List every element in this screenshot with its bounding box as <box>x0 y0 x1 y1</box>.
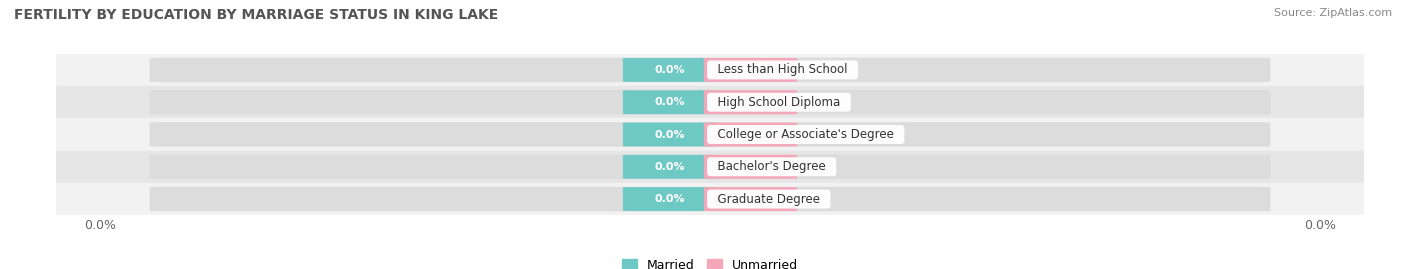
Bar <box>56 151 1364 183</box>
Text: 0.0%: 0.0% <box>654 65 685 75</box>
Legend: Married, Unmarried: Married, Unmarried <box>617 254 803 269</box>
Text: 0.0%: 0.0% <box>735 97 766 107</box>
Text: College or Associate's Degree: College or Associate's Degree <box>710 128 901 141</box>
Bar <box>56 54 1364 86</box>
Bar <box>56 86 1364 118</box>
Text: 0.0%: 0.0% <box>654 129 685 140</box>
FancyBboxPatch shape <box>149 122 1271 147</box>
Text: 0.0%: 0.0% <box>735 129 766 140</box>
Text: 0.0%: 0.0% <box>654 97 685 107</box>
FancyBboxPatch shape <box>704 123 797 146</box>
FancyBboxPatch shape <box>704 155 797 179</box>
FancyBboxPatch shape <box>623 123 716 146</box>
Text: 0.0%: 0.0% <box>735 194 766 204</box>
FancyBboxPatch shape <box>704 187 797 211</box>
FancyBboxPatch shape <box>704 58 797 82</box>
Text: 0.0%: 0.0% <box>654 194 685 204</box>
Text: Bachelor's Degree: Bachelor's Degree <box>710 160 834 173</box>
FancyBboxPatch shape <box>149 90 1271 115</box>
Bar <box>56 183 1364 215</box>
Text: 0.0%: 0.0% <box>735 162 766 172</box>
Text: 0.0%: 0.0% <box>735 65 766 75</box>
Text: Less than High School: Less than High School <box>710 63 855 76</box>
FancyBboxPatch shape <box>623 90 716 114</box>
Text: FERTILITY BY EDUCATION BY MARRIAGE STATUS IN KING LAKE: FERTILITY BY EDUCATION BY MARRIAGE STATU… <box>14 8 498 22</box>
FancyBboxPatch shape <box>623 58 716 82</box>
FancyBboxPatch shape <box>149 154 1271 179</box>
FancyBboxPatch shape <box>623 187 716 211</box>
FancyBboxPatch shape <box>623 155 716 179</box>
FancyBboxPatch shape <box>704 90 797 114</box>
Text: High School Diploma: High School Diploma <box>710 96 848 109</box>
Text: Source: ZipAtlas.com: Source: ZipAtlas.com <box>1274 8 1392 18</box>
FancyBboxPatch shape <box>149 58 1271 82</box>
FancyBboxPatch shape <box>149 187 1271 211</box>
Text: Graduate Degree: Graduate Degree <box>710 193 828 206</box>
Text: 0.0%: 0.0% <box>654 162 685 172</box>
Bar <box>56 118 1364 151</box>
